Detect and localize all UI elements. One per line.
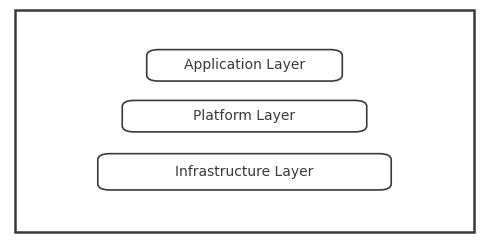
FancyBboxPatch shape xyxy=(15,10,473,232)
FancyBboxPatch shape xyxy=(98,154,390,190)
Text: Infrastructure Layer: Infrastructure Layer xyxy=(175,165,313,179)
FancyBboxPatch shape xyxy=(146,50,342,81)
Text: Application Layer: Application Layer xyxy=(183,58,305,72)
FancyBboxPatch shape xyxy=(122,100,366,132)
Text: Platform Layer: Platform Layer xyxy=(193,109,295,123)
